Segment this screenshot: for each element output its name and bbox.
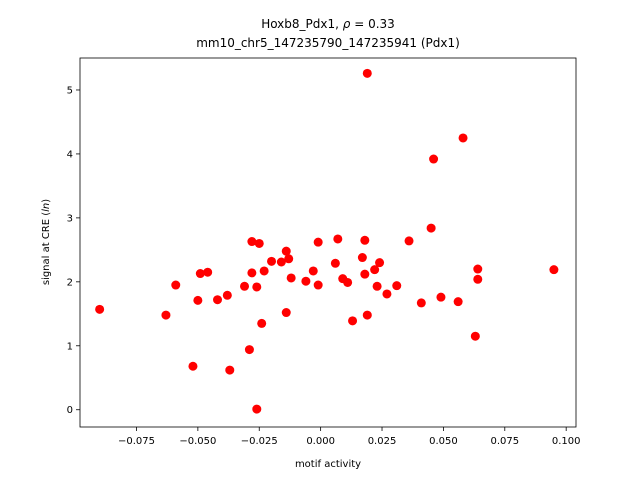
scatter-point xyxy=(360,235,370,245)
scatter-point xyxy=(382,289,392,299)
scatter-point xyxy=(375,258,385,268)
x-tick-label: 0.075 xyxy=(490,436,519,447)
y-axis-label: signal at CRE (ln) xyxy=(41,199,52,285)
scatter-point xyxy=(362,310,372,320)
scatter-point xyxy=(195,269,205,279)
chart-title-line1: Hoxb8_Pdx1, ρ = 0.33 xyxy=(261,17,395,31)
scatter-point xyxy=(362,68,372,78)
x-tick-label: 0.000 xyxy=(306,436,335,447)
scatter-point xyxy=(188,361,198,371)
scatter-point xyxy=(330,258,340,268)
y-tick-label: 3 xyxy=(67,213,73,224)
y-axis-ticks: 0 1 2 3 4 5 xyxy=(67,85,80,416)
scatter-point xyxy=(426,223,436,233)
scatter-point xyxy=(436,292,446,302)
scatter-point xyxy=(259,266,269,276)
y-tick-label: 1 xyxy=(67,341,73,352)
scatter-point xyxy=(222,290,232,300)
scatter-point xyxy=(203,267,213,277)
x-tick-label: −0.025 xyxy=(241,436,278,447)
scatter-point xyxy=(95,304,105,314)
plot-area-frame xyxy=(79,57,577,428)
scatter-point xyxy=(281,246,291,256)
scatter-point xyxy=(416,298,426,308)
scatter-point xyxy=(240,281,250,291)
scatter-point xyxy=(348,316,358,326)
scatter-points xyxy=(95,68,559,414)
scatter-point xyxy=(453,297,463,307)
scatter-point xyxy=(281,308,291,318)
scatter-point xyxy=(333,234,343,244)
x-tick-label: −0.075 xyxy=(118,436,155,447)
scatter-point xyxy=(473,274,483,284)
scatter-point xyxy=(193,295,203,305)
scatter-point xyxy=(357,253,367,263)
scatter-point xyxy=(313,237,323,247)
scatter-point xyxy=(276,257,286,267)
scatter-point xyxy=(392,281,402,291)
y-tick-label: 0 xyxy=(67,405,73,416)
scatter-point xyxy=(313,280,323,290)
x-tick-label: 0.050 xyxy=(429,436,458,447)
scatter-point xyxy=(470,331,480,341)
y-tick-label: 5 xyxy=(67,85,73,96)
x-axis-label: motif activity xyxy=(295,459,361,470)
scatter-point xyxy=(301,276,311,286)
scatter-point xyxy=(343,277,353,287)
scatter-point xyxy=(549,265,559,275)
scatter-point xyxy=(213,295,223,305)
scatter-point xyxy=(360,269,370,279)
scatter-point xyxy=(308,266,318,276)
scatter-point xyxy=(372,281,382,291)
scatter-point xyxy=(370,265,380,275)
scatter-point xyxy=(254,238,264,248)
scatter-point xyxy=(252,282,262,292)
chart-title: Hoxb8_Pdx1, ρ = 0.33 mm10_chr5_147235790… xyxy=(196,17,460,50)
scatter-point xyxy=(473,264,483,274)
scatter-point xyxy=(225,365,235,375)
scatter-point xyxy=(247,268,257,278)
x-tick-label: 0.100 xyxy=(552,436,581,447)
x-axis-ticks: −0.075 −0.050 −0.025 0.000 0.025 0.050 0.075 0.… xyxy=(118,427,581,447)
scatter-point xyxy=(252,404,262,414)
y-tick-label: 4 xyxy=(67,149,73,160)
scatter-point xyxy=(161,310,171,320)
scatter-point xyxy=(244,345,254,355)
scatter-point xyxy=(171,280,181,290)
x-tick-label: −0.050 xyxy=(179,436,216,447)
y-tick-label: 2 xyxy=(67,277,73,288)
scatter-point xyxy=(284,254,294,264)
x-tick-label: 0.025 xyxy=(368,436,397,447)
scatter-point xyxy=(247,237,257,247)
scatter-point xyxy=(404,236,414,246)
scatter-point xyxy=(458,133,468,143)
scatter-point xyxy=(267,256,277,266)
scatter-point xyxy=(429,154,439,164)
scatter-point xyxy=(257,318,267,328)
scatter-point xyxy=(286,273,296,283)
chart-title-line2: mm10_chr5_147235790_147235941 (Pdx1) xyxy=(196,36,460,50)
